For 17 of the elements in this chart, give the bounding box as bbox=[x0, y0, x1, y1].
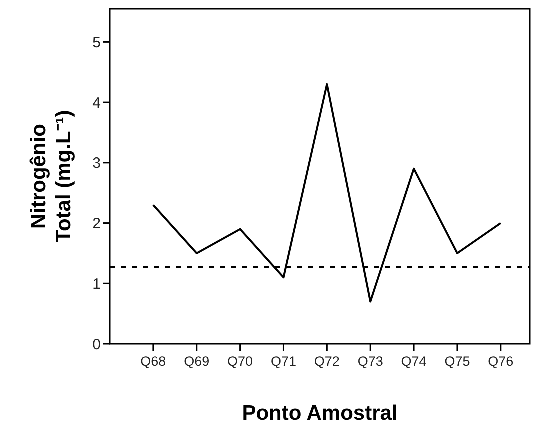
y-tick-label: 0 bbox=[92, 336, 101, 354]
y-axis-title: Nitrogênio Total (mg.L⁻¹) bbox=[28, 110, 76, 243]
y-tick-label: 4 bbox=[92, 94, 101, 112]
x-tick-label: Q75 bbox=[444, 354, 470, 369]
x-tick-label: Q73 bbox=[358, 354, 384, 369]
x-tick-label: Q69 bbox=[184, 354, 210, 369]
x-tick-label: Q72 bbox=[314, 354, 340, 369]
x-tick-label: Q68 bbox=[140, 354, 166, 369]
x-tick-label: Q71 bbox=[270, 354, 296, 369]
y-tick-label: 2 bbox=[92, 216, 101, 233]
y-tick-label: 5 bbox=[92, 34, 101, 52]
x-tick-label: Q76 bbox=[488, 354, 514, 369]
x-axis-title: Ponto Amostral bbox=[242, 402, 398, 425]
x-tick-label: Q70 bbox=[228, 354, 254, 369]
x-tick-label: Q74 bbox=[401, 354, 428, 369]
y-tick-label: 3 bbox=[92, 155, 101, 172]
y-tick-label: 1 bbox=[92, 276, 101, 293]
